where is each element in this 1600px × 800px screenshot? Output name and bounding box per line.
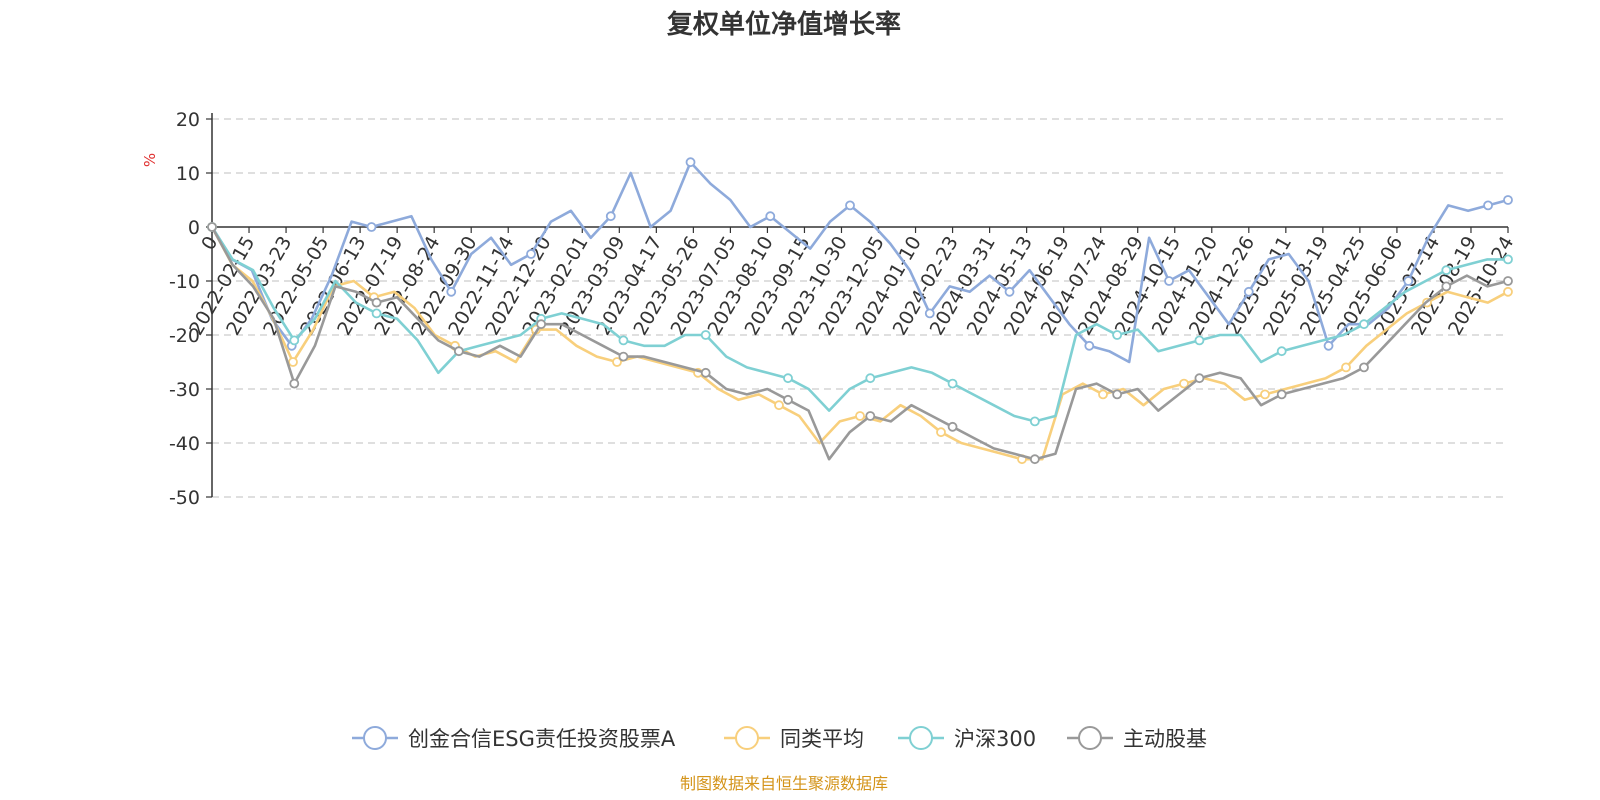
chart-title: 复权单位净值增长率	[667, 9, 901, 40]
data-point	[700, 367, 711, 378]
data-point	[366, 222, 377, 232]
data-point	[1194, 373, 1205, 384]
data-point	[1503, 195, 1513, 205]
data-point	[1194, 335, 1205, 346]
legend-marker	[363, 726, 387, 750]
data-point	[1359, 319, 1369, 330]
y-tick-label: -10	[169, 271, 200, 293]
data-point	[936, 427, 946, 438]
data-point	[1323, 340, 1334, 351]
data-point	[1179, 378, 1189, 389]
data-point	[207, 222, 217, 232]
legend-label: 同类平均	[780, 727, 864, 751]
data-point	[783, 373, 793, 384]
legend-item[interactable]: 沪深300	[898, 726, 1036, 751]
data-point	[774, 400, 784, 411]
data-point	[1164, 276, 1174, 286]
legend-marker	[1078, 726, 1102, 750]
grid-lines	[212, 118, 1508, 498]
data-point	[1503, 286, 1513, 297]
data-point	[1029, 416, 1040, 427]
data-point	[536, 319, 547, 330]
series-3	[207, 222, 1513, 465]
data-point	[1441, 265, 1452, 276]
series-line	[210, 160, 1509, 364]
data-point	[371, 297, 382, 308]
data-point	[1503, 254, 1513, 265]
data-point	[1276, 389, 1287, 400]
data-point	[685, 157, 696, 168]
data-point	[1276, 346, 1287, 357]
data-point	[855, 411, 865, 421]
legend-label: 创金合信ESG责任投资股票A	[408, 727, 676, 751]
data-point	[288, 357, 298, 367]
data-point	[1503, 276, 1513, 286]
data-point	[1029, 454, 1040, 465]
data-point	[618, 335, 629, 346]
data-point	[605, 211, 616, 222]
data-point	[526, 249, 536, 259]
series-2	[207, 222, 1513, 427]
legend-item[interactable]: 主动股基	[1067, 726, 1207, 751]
legend-label: 沪深300	[954, 727, 1036, 751]
data-point	[947, 421, 958, 432]
y-axis-unit-label: %	[141, 153, 159, 167]
series-line	[210, 226, 1508, 423]
y-tick-label: -30	[169, 379, 200, 401]
data-point	[765, 211, 776, 222]
series-lines	[207, 157, 1513, 465]
data-point	[1004, 286, 1015, 297]
y-tick-label: 0	[188, 217, 200, 239]
data-point	[618, 351, 629, 362]
data-point	[1483, 200, 1493, 211]
series-line	[210, 226, 1509, 461]
y-tick-label: -40	[169, 433, 200, 455]
data-point	[1243, 286, 1254, 297]
data-point	[1441, 281, 1452, 292]
y-tick-label: -50	[169, 487, 200, 509]
legend-marker	[735, 726, 759, 750]
data-point	[924, 308, 935, 319]
data-point	[1112, 389, 1123, 400]
data-point	[446, 286, 457, 297]
legend-marker	[909, 726, 933, 750]
data-point	[1084, 340, 1095, 351]
data-point	[1403, 276, 1414, 286]
legend-label: 主动股基	[1123, 727, 1207, 751]
data-point	[865, 411, 876, 421]
data-point	[453, 346, 464, 357]
data-source-note: 制图数据来自恒生聚源数据库	[680, 774, 888, 793]
data-point	[865, 373, 876, 384]
legend[interactable]: 创金合信ESG责任投资股票A 同类平均 沪深300 主动股基	[352, 726, 1207, 751]
data-point	[845, 200, 855, 211]
data-point	[612, 357, 622, 367]
legend-item[interactable]: 同类平均	[724, 726, 864, 751]
data-point	[371, 308, 382, 319]
data-point	[1260, 389, 1270, 400]
data-point	[783, 394, 793, 405]
data-point	[1359, 362, 1369, 373]
data-point	[1098, 389, 1108, 400]
data-point	[947, 378, 958, 389]
data-point	[289, 378, 300, 389]
legend-item[interactable]: 创金合信ESG责任投资股票A	[352, 726, 676, 751]
data-point	[1341, 362, 1351, 373]
y-tick-label: -20	[169, 325, 200, 347]
y-tick-label: 20	[176, 109, 200, 131]
data-point	[289, 335, 300, 346]
y-tick-label: 10	[176, 163, 200, 185]
data-point	[1112, 330, 1123, 340]
data-point	[700, 330, 711, 340]
